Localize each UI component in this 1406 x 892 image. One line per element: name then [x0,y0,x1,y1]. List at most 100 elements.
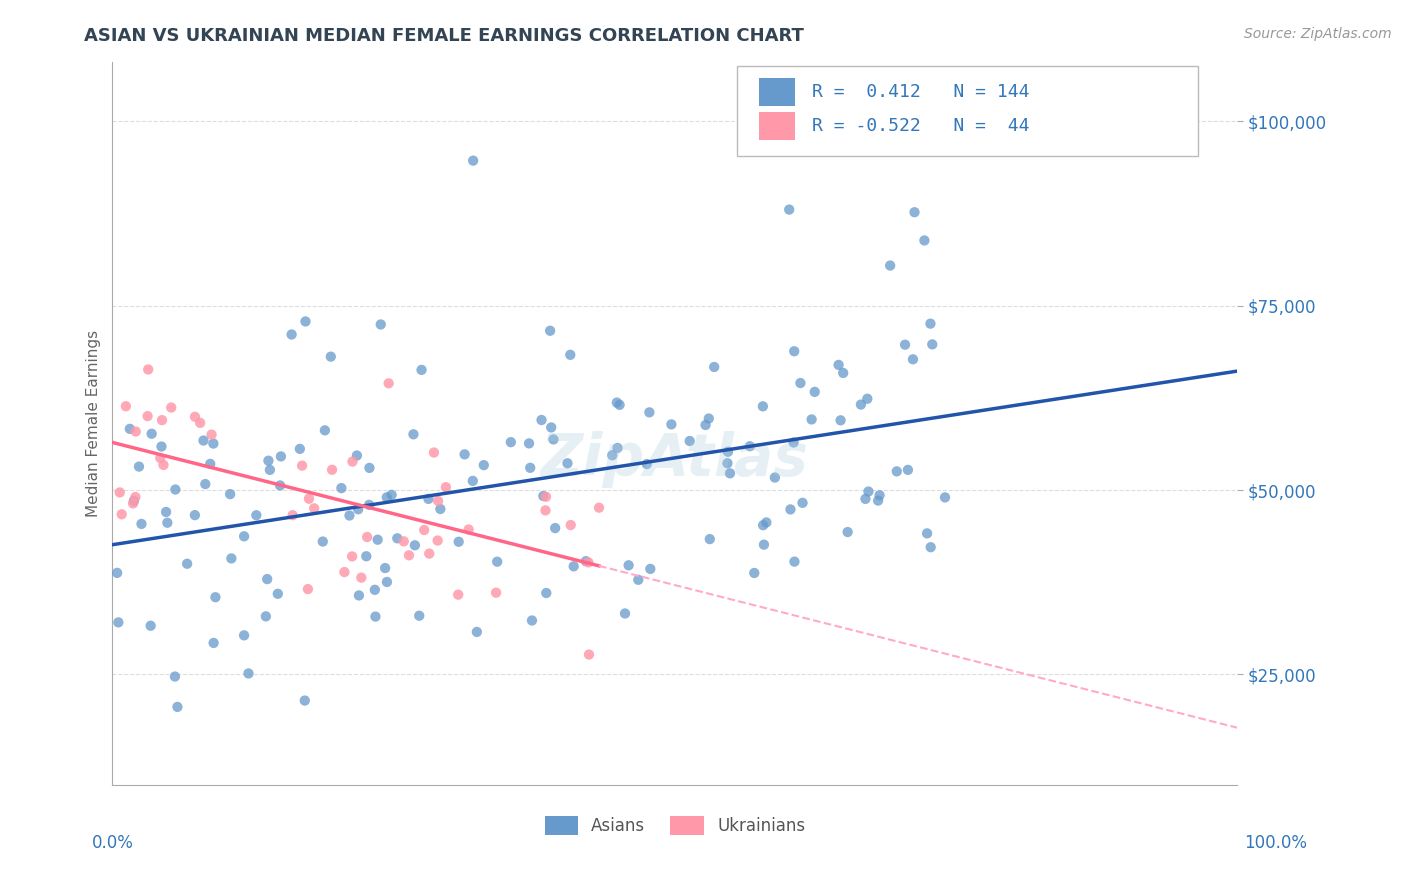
Point [837,524,859,539]
Point [256,572,278,586]
Point [184,508,207,523]
Point [465,624,488,639]
Point [347,589,370,603]
Point [457,523,479,537]
Point [270,450,292,464]
Point [617,558,640,573]
Point [294,693,316,707]
Point [398,549,420,563]
Point [782,435,804,450]
Point [392,534,415,549]
Point [333,565,356,579]
Point [245,508,267,523]
Point [281,508,304,523]
Point [855,491,877,506]
Point [375,491,398,505]
Legend: Asians, Ukrainians: Asians, Ukrainians [538,809,811,842]
Point [221,551,243,566]
Point [536,586,558,600]
Point [200,457,222,471]
Point [856,392,879,406]
Point [849,398,872,412]
Point [204,591,226,605]
Point [291,458,314,473]
Point [163,669,186,683]
Point [408,608,430,623]
Point [194,477,217,491]
Point [254,609,277,624]
Point [792,496,814,510]
Point [600,448,623,462]
Point [531,489,554,503]
Point [588,500,610,515]
Point [288,442,311,456]
Point [139,619,162,633]
Point [934,491,956,505]
Point [886,464,908,478]
Point [695,417,717,432]
Point [367,533,389,547]
Point [413,523,436,537]
Point [578,648,600,662]
Point [160,401,183,415]
Point [118,422,141,436]
Point [188,416,211,430]
Point [463,153,485,168]
Point [576,555,599,569]
Text: R =  0.412   N = 144: R = 0.412 N = 144 [813,83,1029,101]
Point [294,314,316,328]
Point [543,433,565,447]
Point [364,609,387,624]
Point [742,566,765,580]
Point [530,413,553,427]
Point [339,508,361,523]
Bar [759,78,796,106]
FancyBboxPatch shape [737,66,1198,156]
Point [375,574,398,589]
Point [894,337,917,351]
Point [364,582,387,597]
Point [184,409,207,424]
Point [827,358,849,372]
Point [606,441,628,455]
Point [350,571,373,585]
Point [342,454,364,468]
Point [779,502,801,516]
Point [377,376,399,391]
Point [486,555,509,569]
Point [155,505,177,519]
Point [411,363,433,377]
Point [453,447,475,461]
Point [609,398,631,412]
Point [920,540,942,554]
Point [426,533,449,548]
Point [346,449,368,463]
Point [200,427,222,442]
Point [738,439,761,453]
Point [233,529,256,543]
Point [381,488,404,502]
Point [703,359,725,374]
Point [418,547,440,561]
Point [636,457,658,471]
Point [921,337,943,351]
Point [868,493,890,508]
Point [879,259,901,273]
Point [269,478,291,492]
Point [152,458,174,472]
Point [238,666,260,681]
Point [319,350,342,364]
Point [903,205,925,219]
Point [901,352,924,367]
Point [267,587,290,601]
Point [544,521,567,535]
Point [560,518,582,533]
Point [803,384,825,399]
Point [124,490,146,504]
Point [321,463,343,477]
Text: 0.0%: 0.0% [91,834,134,852]
Point [156,516,179,530]
Point [679,434,702,448]
Point [800,412,823,426]
Text: ZipAtlas: ZipAtlas [541,432,808,488]
